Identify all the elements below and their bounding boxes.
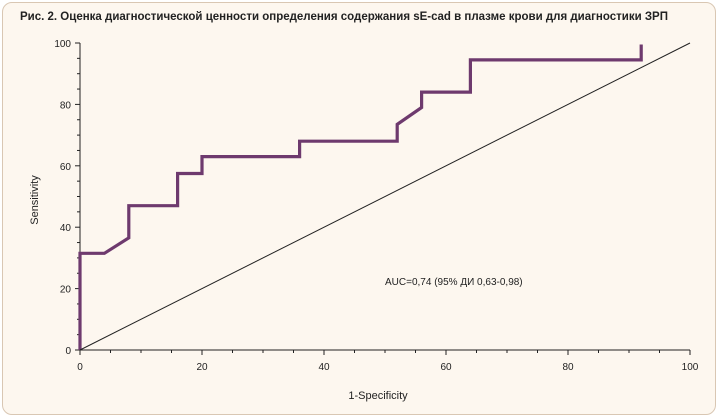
- x-tick-label: 80: [562, 362, 574, 373]
- x-axis-label: 1-Specificity: [348, 390, 408, 402]
- series-group: [78, 42, 691, 351]
- y-axis-label: Sensitivity: [29, 175, 41, 225]
- y-tick-label: 60: [60, 162, 72, 173]
- auc-annotation: AUC=0,74 (95% ДИ 0,63-0,98): [385, 277, 523, 288]
- y-tick-label: 80: [60, 100, 72, 111]
- y-tick-label: 20: [60, 285, 72, 296]
- y-tick-label: 0: [65, 346, 71, 357]
- y-tick-label: 40: [60, 223, 72, 234]
- roc-curve: [78, 44, 643, 350]
- x-tick-label: 100: [682, 362, 699, 373]
- x-tick-label: 40: [318, 362, 330, 373]
- chart-title: Рис. 2. Оценка диагностической ценности …: [20, 11, 668, 23]
- x-tick-label: 20: [196, 362, 208, 373]
- x-tick-label: 60: [440, 362, 452, 373]
- reference-diagonal: [79, 42, 691, 351]
- x-tick-label: 0: [77, 362, 83, 373]
- y-tick-label: 100: [54, 39, 71, 50]
- x-ticks: 0 20 40 60 80 100: [77, 350, 699, 373]
- y-ticks: 0 20 40 60 80 100: [54, 39, 80, 357]
- chart-frame: [2, 2, 716, 415]
